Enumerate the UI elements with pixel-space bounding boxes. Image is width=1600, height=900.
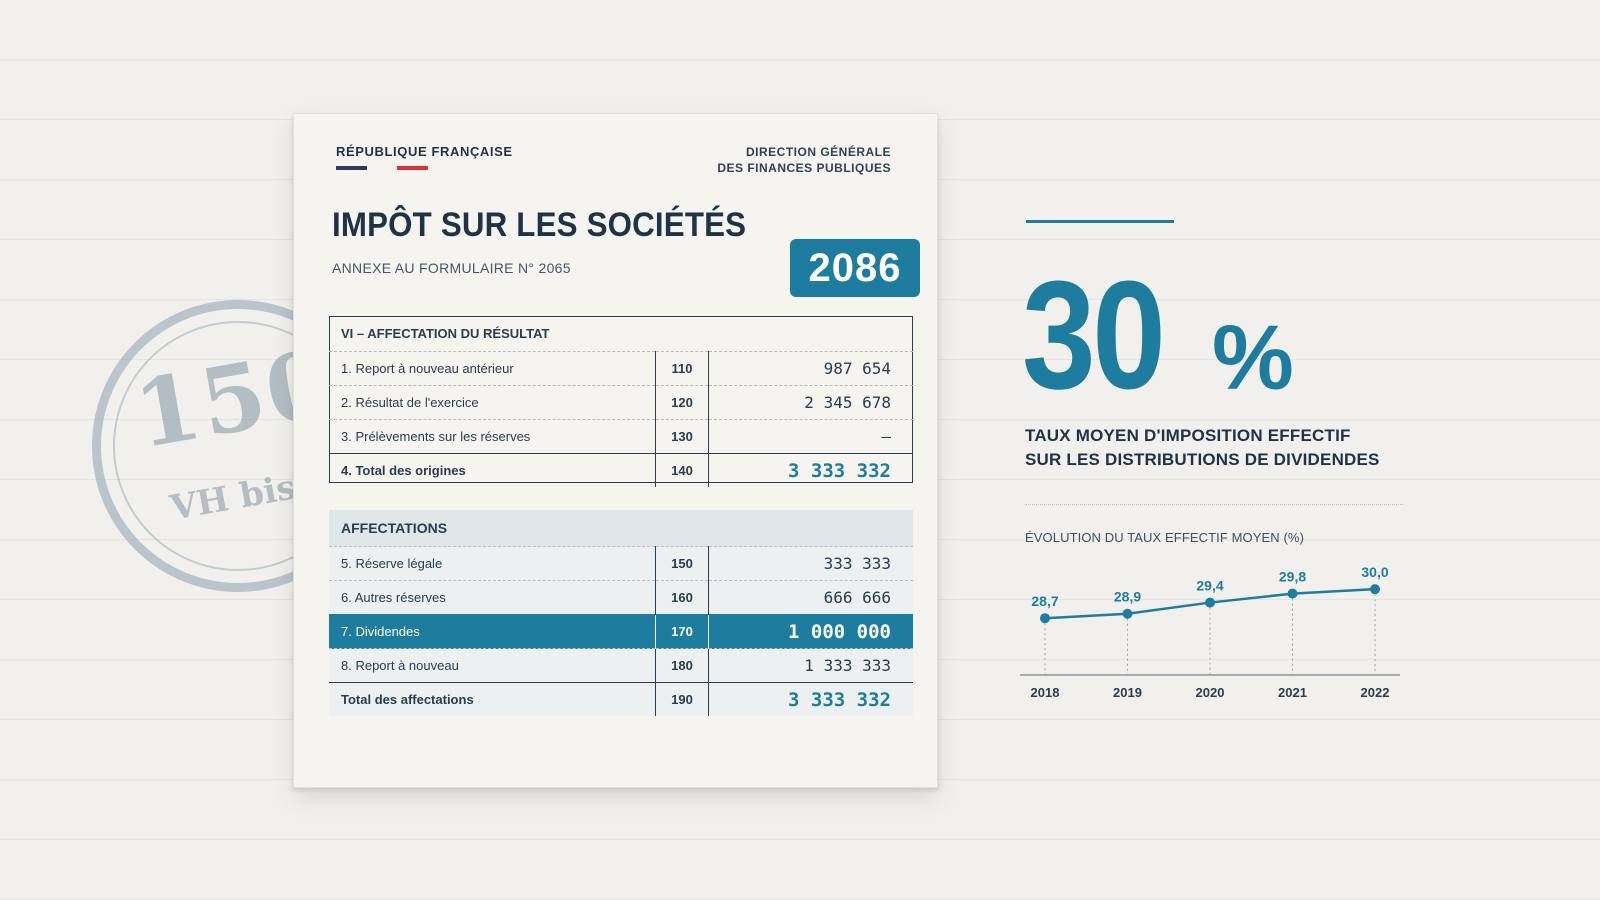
data-point [1287,588,1298,599]
row-code: 160 [655,580,709,615]
x-tick-label: 2022 [1361,685,1390,700]
directorate-line-1: DIRECTION GÉNÉRALE [745,145,891,159]
row-value: 1 000 000 [708,614,913,649]
total-value: 3 333 332 [708,682,913,716]
tricolor-flag-bar [336,166,429,170]
row-code: 180 [655,648,709,683]
data-label: 29,8 [1279,569,1306,585]
rate-line-chart: 2018 2019 2020 2021 2022 28,7 28,9 29,4 29,8 30,0 [1020,564,1400,700]
table-row: 1. Report à nouveau antérieur 110 987 65… [329,351,913,386]
row-value: 1 333 333 [708,648,913,683]
data-label: 30,0 [1361,564,1388,580]
document-subtitle: ANNEXE AU FORMULAIRE N° 2065 [332,260,571,276]
table-row: 6. Autres réserves 160 666 666 [329,580,913,615]
data-point [1122,608,1133,619]
row-value: 666 666 [708,580,913,615]
row-code: 130 [655,419,709,454]
flag-blue [336,166,367,170]
row-label: 6. Autres réserves [329,580,656,615]
table-row-highlighted: 7. Dividendes 170 1 000 000 [329,614,913,649]
accent-divider [1026,220,1174,223]
row-code: 120 [655,385,709,420]
stat-caption-line-2: SUR LES DISTRIBUTIONS DE DIVIDENDES [1025,450,1380,469]
table-row: 8. Report à nouveau 180 1 333 333 [329,648,913,683]
section-header: AFFECTATIONS [329,510,913,547]
table-row: 3. Prélèvements sur les réserves 130 – [329,419,913,454]
flag-red [397,166,429,170]
total-label: 4. Total des origines [329,453,656,487]
data-label: 28,7 [1031,593,1058,609]
data-point [1370,584,1380,595]
stat-value: 30 [1022,249,1166,421]
table-header-row: VI – AFFECTATION DU RÉSULTAT [329,316,913,352]
row-code: 170 [655,614,709,649]
stat-caption: TAUX MOYEN D'IMPOSITION EFFECTIF SUR LES… [1025,424,1380,472]
total-label: Total des affectations [329,682,656,716]
row-value: 987 654 [708,351,913,386]
data-label: 29,4 [1196,578,1223,594]
republic-label: RÉPUBLIQUE FRANÇAISE [336,144,513,159]
row-label: 2. Résultat de l'exercice [329,385,656,420]
x-tick-label: 2020 [1196,685,1225,700]
table-header-row: AFFECTATIONS [329,510,913,547]
total-row: Total des affectations 190 3 333 332 [329,682,913,716]
row-code: 110 [655,351,709,386]
chart-title: ÉVOLUTION DU TAUX EFFECTIF MOYEN (%) [1025,530,1305,545]
row-code: 150 [655,546,709,581]
row-label: 3. Prélèvements sur les réserves [329,419,656,454]
flag-white [366,166,398,170]
tax-form-document: RÉPUBLIQUE FRANÇAISE DIRECTION GÉNÉRALE … [293,113,938,788]
section-header: VI – AFFECTATION DU RÉSULTAT [341,326,550,341]
document-title: IMPÔT SUR LES SOCIÉTÉS [332,206,747,244]
row-value: 2 345 678 [708,385,913,420]
data-label: 28,9 [1114,589,1141,605]
stat-caption-line-1: TAUX MOYEN D'IMPOSITION EFFECTIF [1025,426,1351,445]
total-code: 140 [655,453,709,487]
x-tick-label: 2019 [1113,685,1142,700]
origins-table: VI – AFFECTATION DU RÉSULTAT 1. Report à… [329,316,913,487]
x-tick-label: 2021 [1278,685,1307,700]
table-row: 2. Résultat de l'exercice 120 2 345 678 [329,385,913,420]
stat-unit: % [1212,307,1294,409]
data-point [1040,613,1050,624]
total-row: 4. Total des origines 140 3 333 332 [329,453,913,487]
data-point [1205,597,1215,608]
total-value: 3 333 332 [708,453,913,487]
row-value: 333 333 [708,546,913,581]
allocations-table: AFFECTATIONS 5. Réserve légale 150 333 3… [329,510,913,716]
row-label: 1. Report à nouveau antérieur [329,351,656,386]
dotted-separator [1025,504,1403,505]
x-tick-label: 2018 [1031,685,1060,700]
total-code: 190 [655,682,709,716]
form-number-badge: 2086 [790,239,920,297]
directorate-line-2: DES FINANCES PUBLIQUES [717,161,891,175]
row-label: 7. Dividendes [329,614,656,649]
directorate-label: DIRECTION GÉNÉRALE DES FINANCES PUBLIQUE… [717,144,891,176]
row-label: 8. Report à nouveau [329,648,656,683]
table-row: 5. Réserve légale 150 333 333 [329,546,913,581]
row-label: 5. Réserve légale [329,546,656,581]
row-value: – [708,419,913,454]
